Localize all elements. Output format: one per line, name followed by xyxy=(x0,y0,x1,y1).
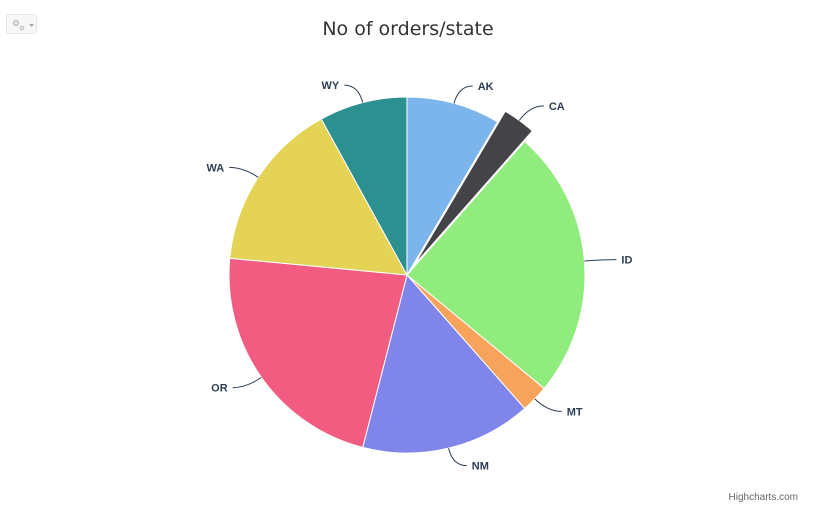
connector-mt xyxy=(534,398,562,412)
data-label-nm: NM xyxy=(472,461,489,473)
data-label-ak: AK xyxy=(478,81,494,93)
data-label-mt: MT xyxy=(567,406,583,418)
connector-ak xyxy=(453,85,473,104)
data-label-wa: WA xyxy=(206,162,224,174)
data-label-id: ID xyxy=(621,255,632,267)
pie-slice-id[interactable] xyxy=(406,140,586,390)
connector-id xyxy=(584,259,617,262)
connector-or xyxy=(232,376,262,389)
pie-slice-or[interactable] xyxy=(228,257,408,449)
pie-slice-ak[interactable] xyxy=(406,96,499,277)
export-menu-button[interactable] xyxy=(6,14,37,34)
data-label-ca: CA xyxy=(549,101,565,113)
data-label-wy: WY xyxy=(322,80,340,92)
chevron-down-icon xyxy=(29,24,34,27)
chart-title: No of orders/state xyxy=(322,18,494,40)
connector-nm xyxy=(448,447,467,467)
pie-slice-wy[interactable] xyxy=(320,96,408,276)
gear-icon xyxy=(12,19,34,31)
connector-wa xyxy=(229,166,259,178)
credits-link[interactable]: Highcharts.com xyxy=(728,492,798,503)
connector-wy xyxy=(344,84,364,103)
data-label-or: OR xyxy=(211,383,228,395)
connector-ca xyxy=(518,105,544,121)
